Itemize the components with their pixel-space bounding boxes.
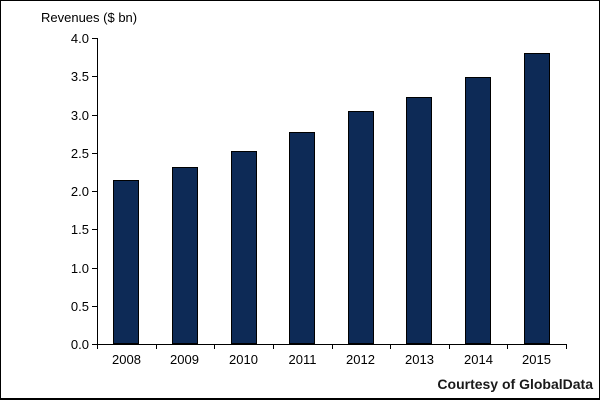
- y-tick-label: 2.5: [70, 145, 89, 161]
- bar: [348, 111, 374, 344]
- y-tick: [92, 76, 97, 78]
- courtesy-text: Courtesy of GlobalData: [437, 376, 593, 392]
- bar: [465, 77, 491, 344]
- bar: [524, 53, 550, 344]
- y-tick: [92, 267, 97, 269]
- bar: [406, 97, 432, 344]
- x-tick: [448, 345, 450, 349]
- x-tick-label: 2012: [346, 352, 375, 367]
- x-tick-label: 2010: [229, 352, 258, 367]
- y-tick-label: 0.5: [70, 298, 89, 314]
- x-tick: [272, 345, 274, 349]
- y-tick: [92, 114, 97, 116]
- y-tick: [92, 229, 97, 231]
- x-tick: [97, 345, 98, 349]
- bar: [289, 132, 315, 344]
- bar: [113, 180, 139, 344]
- x-axis-line: [92, 344, 567, 345]
- y-tick-label: 4.0: [70, 31, 89, 46]
- x-tick-label: 2014: [464, 352, 493, 367]
- x-tick: [155, 345, 157, 349]
- bar: [231, 151, 257, 344]
- y-tick-label: 0.0: [70, 337, 89, 352]
- y-tick-label: 3.0: [70, 107, 89, 123]
- y-tick: [92, 152, 97, 154]
- x-tick: [566, 345, 567, 349]
- y-tick-label: 2.0: [70, 184, 89, 199]
- y-tick-label: 3.5: [70, 69, 89, 85]
- chart-title: Revenues ($ bn): [41, 10, 138, 25]
- x-tick-label: 2013: [405, 352, 434, 367]
- x-tick-label: 2009: [170, 352, 199, 367]
- x-tick-label: 2008: [112, 352, 141, 367]
- y-axis-line: [97, 38, 98, 345]
- y-tick: [92, 344, 97, 345]
- x-tick-label: 2011: [288, 352, 317, 367]
- y-tick: [92, 38, 97, 39]
- x-tick-label: 2015: [522, 352, 551, 367]
- y-tick: [92, 305, 97, 307]
- x-tick: [214, 345, 216, 349]
- y-tick: [92, 191, 97, 192]
- bar: [172, 167, 198, 344]
- x-tick: [390, 345, 392, 349]
- x-tick: [507, 345, 509, 349]
- y-tick-label: 1.5: [70, 222, 89, 238]
- x-tick: [331, 345, 333, 349]
- y-tick-label: 1.0: [70, 260, 89, 276]
